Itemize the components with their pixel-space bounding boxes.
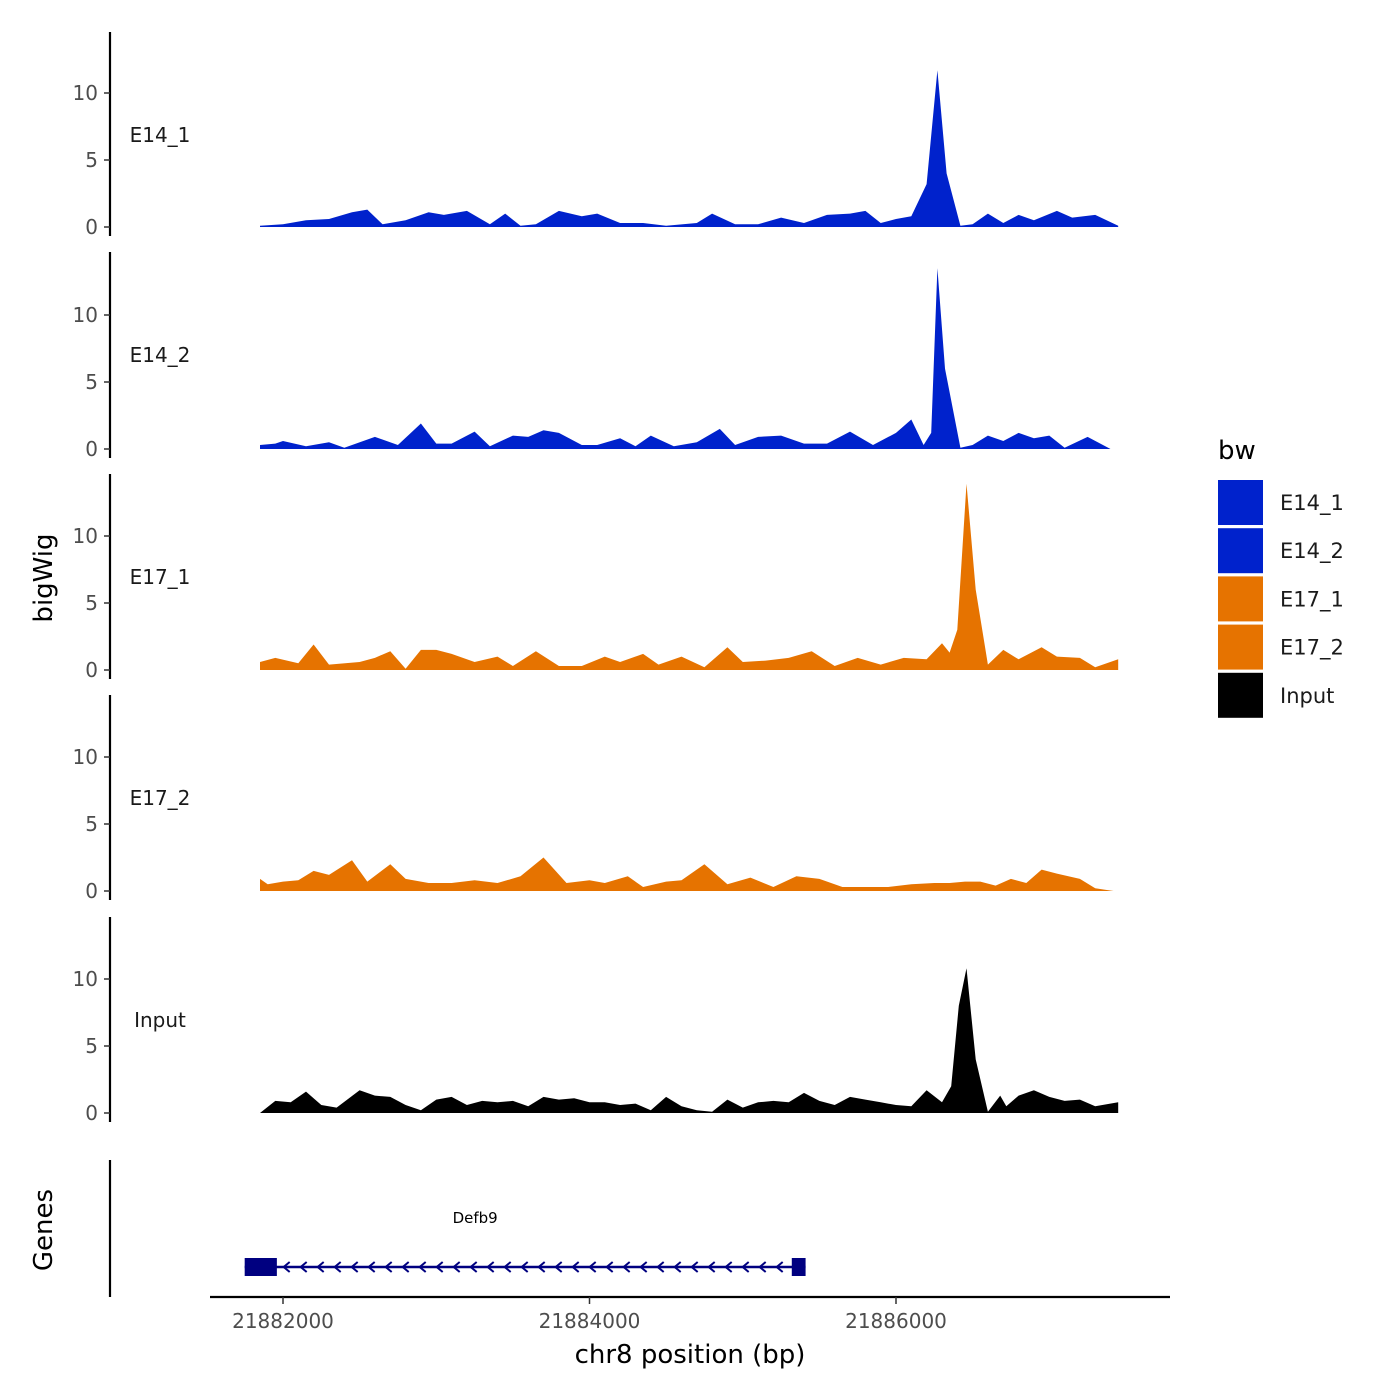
track-E17_1: 0 5 10 E17_1: [73, 474, 1119, 682]
gene-Defb9: Defb9: [244, 1209, 806, 1276]
gene-label: Defb9: [453, 1209, 498, 1227]
x-axis-title: chr8 position (bp): [575, 1340, 806, 1370]
y-tick-label: 5: [85, 148, 98, 172]
strand-arrow: [401, 1261, 410, 1273]
strand-arrow: [384, 1261, 393, 1273]
y-tick-label: 10: [73, 745, 98, 769]
strand-arrow: [673, 1261, 682, 1273]
x-tick-label: 21884000: [539, 1309, 641, 1333]
x-tick-label: 21886000: [845, 1309, 947, 1333]
gene-exon: [791, 1258, 806, 1276]
strand-arrow: [350, 1261, 359, 1273]
strand-arrow: [486, 1261, 495, 1273]
strand-arrow: [741, 1261, 750, 1273]
y-tick-label: 5: [85, 591, 98, 615]
y-axis-title: bigWig: [29, 533, 59, 622]
legend-swatch-Input: [1218, 672, 1263, 718]
legend-label-E17_1: E17_1: [1280, 587, 1344, 612]
track-E17_2: 0 5 10 E17_2: [73, 695, 1114, 903]
gene-exon: [244, 1258, 277, 1276]
strand-arrow: [690, 1261, 699, 1273]
strand-arrow: [435, 1261, 444, 1273]
y-tick-label: 5: [85, 370, 98, 394]
y-tick-label: 0: [85, 437, 98, 461]
y-tick-label: 0: [85, 1101, 98, 1125]
strand-arrow: [367, 1261, 376, 1273]
coverage-area-E14_2: [260, 268, 1111, 449]
track-label: E14_1: [130, 123, 191, 147]
coverage-area-Input: [260, 968, 1119, 1113]
legend-swatch-E14_2: [1218, 528, 1263, 574]
y-tick-label: 0: [85, 879, 98, 903]
coverage-area-E17_2: [260, 857, 1114, 891]
strand-arrow: [469, 1261, 478, 1273]
strand-arrow: [554, 1261, 563, 1273]
track-label: E17_2: [130, 786, 191, 810]
legend-swatch-E17_2: [1218, 624, 1263, 670]
track-E14_2: 0 5 10 E14_2: [73, 252, 1111, 461]
genes-panel: Defb9: [108, 1160, 806, 1297]
y-tick-label: 5: [85, 812, 98, 836]
strand-arrow: [758, 1261, 767, 1273]
track-Input: 0 5 10 Input: [73, 917, 1119, 1125]
strand-arrow: [537, 1261, 546, 1273]
legend-label-E17_2: E17_2: [1280, 636, 1344, 661]
legend-label-E14_1: E14_1: [1280, 491, 1344, 516]
coverage-area-E17_1: [260, 483, 1119, 670]
strand-arrow: [418, 1261, 427, 1273]
y-tick-label: 5: [85, 1034, 98, 1058]
legend-swatch-E17_1: [1218, 576, 1263, 622]
legend-title: bw: [1218, 436, 1256, 466]
track-label: Input: [134, 1008, 186, 1032]
y-tick-label: 10: [73, 524, 98, 548]
x-tick-label: 21882000: [232, 1309, 334, 1333]
y-tick-label: 10: [73, 81, 98, 105]
strand-arrow: [622, 1261, 631, 1273]
strand-arrow: [520, 1261, 529, 1273]
tracks-layer: 0 5 10 E14_1 0 5 10 E14_2 0 5 10 E17_1 0 5 10 E17_2 0 5 10…: [73, 32, 1119, 1125]
strand-arrow: [588, 1261, 597, 1273]
strand-arrow: [503, 1261, 512, 1273]
legend-swatch-E14_1: [1218, 480, 1263, 525]
strand-arrow: [299, 1261, 308, 1273]
legend: bw E14_1 E14_2 E17_1 E17_2 Input: [1218, 436, 1344, 718]
strand-arrow: [707, 1261, 716, 1273]
genes-panel-title: Genes: [29, 1189, 59, 1271]
strand-arrow: [656, 1261, 665, 1273]
y-tick-label: 10: [73, 967, 98, 991]
track-label: E17_1: [130, 565, 191, 589]
strand-arrow: [639, 1261, 648, 1273]
legend-label-E14_2: E14_2: [1280, 539, 1344, 564]
legend-label-Input: Input: [1280, 684, 1334, 708]
track-label: E14_2: [130, 343, 191, 367]
strand-arrow: [282, 1261, 291, 1273]
y-tick-label: 0: [85, 215, 98, 239]
track-E14_1: 0 5 10 E14_1: [73, 32, 1119, 239]
y-tick-label: 0: [85, 658, 98, 682]
coverage-area-E14_1: [260, 70, 1119, 227]
x-axis: 21882000 21884000 21886000: [210, 1295, 1170, 1333]
strand-arrow: [605, 1261, 614, 1273]
strand-arrow: [452, 1261, 461, 1273]
strand-arrow: [333, 1261, 342, 1273]
strand-arrow: [571, 1261, 580, 1273]
y-tick-label: 10: [73, 303, 98, 327]
strand-arrow: [316, 1261, 325, 1273]
strand-arrow: [724, 1261, 733, 1273]
strand-arrow: [775, 1261, 784, 1273]
